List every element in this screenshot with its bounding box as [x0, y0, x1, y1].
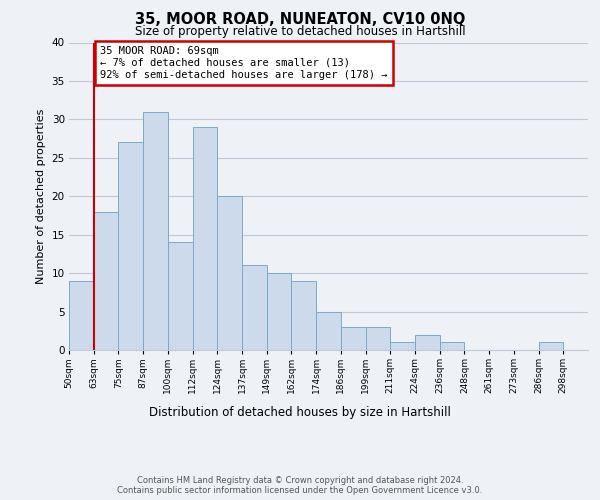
Bar	[539, 342, 563, 350]
Y-axis label: Number of detached properties: Number of detached properties	[36, 108, 46, 284]
Text: Size of property relative to detached houses in Hartshill: Size of property relative to detached ho…	[134, 25, 466, 38]
Bar	[94, 212, 118, 350]
Text: Contains HM Land Registry data © Crown copyright and database right 2024.
Contai: Contains HM Land Registry data © Crown c…	[118, 476, 482, 495]
Bar	[390, 342, 415, 350]
Bar	[267, 273, 292, 350]
Bar	[415, 334, 440, 350]
Bar	[118, 142, 143, 350]
Bar	[217, 196, 242, 350]
Text: Distribution of detached houses by size in Hartshill: Distribution of detached houses by size …	[149, 406, 451, 419]
Text: 35 MOOR ROAD: 69sqm
← 7% of detached houses are smaller (13)
92% of semi-detache: 35 MOOR ROAD: 69sqm ← 7% of detached hou…	[100, 46, 388, 80]
Bar	[440, 342, 464, 350]
Bar	[341, 327, 365, 350]
Bar	[292, 281, 316, 350]
Bar	[143, 112, 168, 350]
Bar	[242, 266, 267, 350]
Bar	[316, 312, 341, 350]
Bar	[168, 242, 193, 350]
Bar	[193, 127, 217, 350]
Bar	[69, 281, 94, 350]
Text: 35, MOOR ROAD, NUNEATON, CV10 0NQ: 35, MOOR ROAD, NUNEATON, CV10 0NQ	[135, 12, 465, 28]
Bar	[365, 327, 390, 350]
